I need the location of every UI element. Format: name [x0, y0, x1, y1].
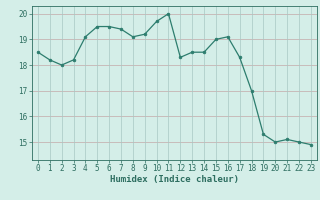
X-axis label: Humidex (Indice chaleur): Humidex (Indice chaleur): [110, 175, 239, 184]
